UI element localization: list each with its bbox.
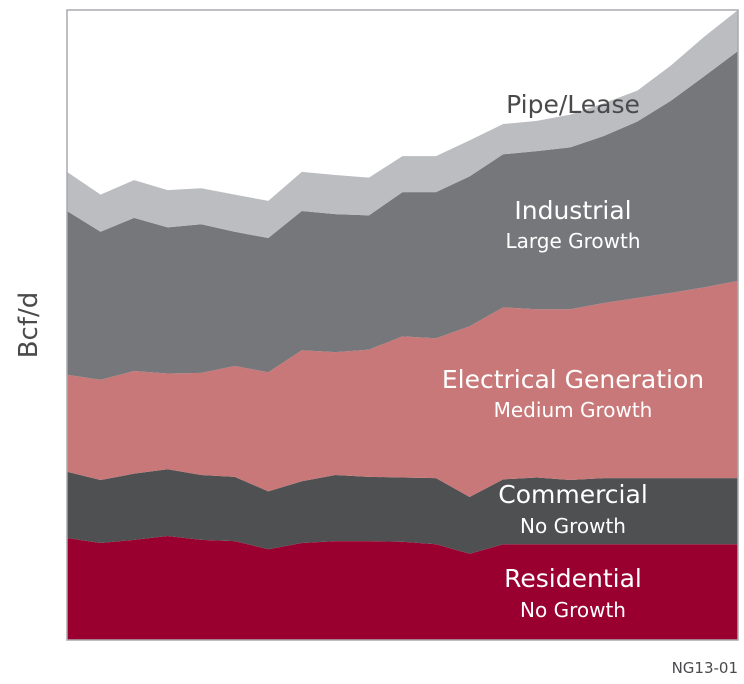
area-residential (67, 536, 738, 640)
area-layers (67, 10, 738, 640)
area-commercial (67, 469, 738, 554)
y-axis-label: Bcf/d (14, 292, 44, 359)
label-electrical-generation: Electrical Generation (442, 365, 704, 394)
label-residential: Residential (504, 564, 642, 593)
label-electrical-generation-note: Medium Growth (494, 398, 653, 422)
plot-frame (66, 9, 739, 641)
label-pipe-lease: Pipe/Lease (506, 90, 640, 119)
chart-id: NG13-01 (672, 659, 738, 677)
area-industrial (67, 50, 738, 380)
area-electrical-generation (67, 280, 738, 497)
label-industrial-note: Large Growth (505, 229, 640, 253)
area-pipe-lease (67, 10, 738, 239)
label-commercial-note: No Growth (520, 514, 626, 538)
label-residential-note: No Growth (520, 598, 626, 622)
label-commercial: Commercial (498, 480, 648, 509)
label-industrial: Industrial (514, 196, 631, 225)
